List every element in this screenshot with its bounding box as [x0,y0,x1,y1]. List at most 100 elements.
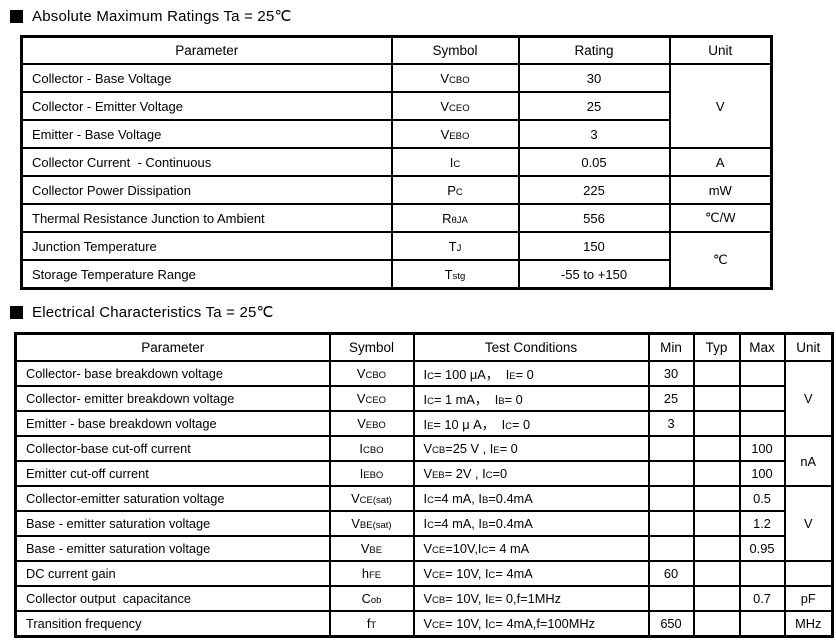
table-row: Transition frequency fT VCE= 10V, IC= 4m… [14,610,834,638]
typ-cell [692,410,741,437]
unit-cell: ℃/W [668,203,773,233]
min-cell [647,585,695,612]
max-cell: 0.95 [738,535,786,562]
param-cell: Emitter cut-off current [14,460,331,487]
table-header-row: Parameter Symbol Test Conditions Min Typ… [14,332,834,362]
max-cell [738,360,786,387]
unit-cell: MHz [783,610,834,638]
symbol-cell: ICBO [328,435,415,462]
min-cell: 3 [647,410,695,437]
param-cell: Collector Current - Continuous [20,147,393,177]
param-cell: Collector- emitter breakdown voltage [14,385,331,412]
min-cell [647,535,695,562]
rating-cell: 25 [517,91,671,121]
typ-cell [692,435,741,462]
min-cell [647,510,695,537]
conditions-cell: IC=4 mA, IB=0.4mA [412,485,650,512]
table-row: Junction Temperature TJ 150 ℃ [20,231,773,290]
table-row: Base - emitter saturation voltage VBE VC… [14,535,833,562]
min-cell [647,485,695,512]
column-header-typ: Typ [692,332,741,362]
column-header-test-conditions: Test Conditions [412,332,650,362]
symbol-cell: VEBO [390,119,520,149]
symbol-cell: RθJA [390,203,520,233]
typ-cell [692,585,741,612]
rating-cell: 3 [517,119,671,149]
section-title-absolute-maximum-ratings: Absolute Maximum Ratings Ta = 25℃ [10,7,292,25]
unit-cell: V [668,63,773,149]
min-cell: 60 [647,560,695,587]
table-row: Emitter - base breakdown voltage VEBO IE… [14,410,833,437]
table-row: Storage Temperature Range Tstg -55 to +1… [20,259,772,290]
symbol-cell: hFE [328,560,415,587]
unit-cell [783,560,834,587]
symbol-cell: VBE(sat) [328,510,415,537]
param-cell: Emitter - base breakdown voltage [14,410,331,437]
column-header-rating: Rating [517,35,671,65]
rating-cell: 225 [517,175,671,205]
section-bullet-icon [10,305,23,319]
conditions-cell: VCB=25 V , IE= 0 [412,435,650,462]
max-cell [738,410,786,437]
table-row: Collector-base cut-off current ICBO VCB=… [14,435,834,487]
column-header-unit: Unit [668,35,773,65]
symbol-cell: VCEO [390,91,520,121]
max-cell: 100 [738,435,786,462]
typ-cell [692,535,741,562]
column-header-unit: Unit [783,332,834,362]
column-header-symbol: Symbol [390,35,520,65]
column-header-min: Min [647,332,695,362]
column-header-max: Max [738,332,786,362]
param-cell: Thermal Resistance Junction to Ambient [20,203,393,233]
unit-cell: A [668,147,773,177]
rating-cell: 150 [517,231,671,261]
conditions-cell: VCE=10V,IC= 4 mA [412,535,650,562]
conditions-cell: VCE= 10V, IC= 4mA,f=100MHz [412,610,650,638]
max-cell: 0.5 [738,485,786,512]
typ-cell [692,485,741,512]
table-row: Collector - Base Voltage VCBO 30 V [20,63,773,149]
symbol-cell: VCBO [390,63,520,93]
symbol-cell: PC [390,175,520,205]
max-cell: 1.2 [738,510,786,537]
typ-cell [692,360,741,387]
column-header-parameter: Parameter [14,332,331,362]
column-header-symbol: Symbol [328,332,415,362]
param-cell: Collector - Emitter Voltage [20,91,393,121]
symbol-cell: IEBO [328,460,415,487]
conditions-cell: VCB= 10V, IE= 0,f=1MHz [412,585,650,612]
section-bullet-icon [10,9,23,23]
param-cell: Collector-emitter saturation voltage [14,485,331,512]
symbol-cell: VEBO [328,410,415,437]
unit-cell: mW [668,175,773,205]
param-cell: DC current gain [14,560,331,587]
table-row: Emitter - Base Voltage VEBO 3 [20,119,772,149]
param-cell: Storage Temperature Range [20,259,393,290]
min-cell: 25 [647,385,695,412]
table-row: Emitter cut-off current IEBO VEB= 2V , I… [14,460,833,487]
param-cell: Junction Temperature [20,231,393,261]
min-cell: 650 [647,610,695,638]
unit-cell: V [783,360,834,437]
rating-cell: -55 to +150 [517,259,671,290]
min-cell [647,460,695,487]
param-cell: Collector - Base Voltage [20,63,393,93]
max-cell: 100 [738,460,786,487]
param-cell: Collector Power Dissipation [20,175,393,205]
conditions-cell: IC= 100 μA， IE= 0 [412,360,650,387]
typ-cell [692,460,741,487]
rating-cell: 556 [517,203,671,233]
table-row: Collector output capacitance Cob VCB= 10… [14,585,834,612]
absolute-maximum-ratings-table: Parameter Symbol Rating Unit Collector -… [20,35,773,290]
symbol-cell: IC [390,147,520,177]
min-cell: 30 [647,360,695,387]
max-cell [738,610,786,638]
table-row: Collector Current - Continuous IC 0.05 A [20,147,773,177]
electrical-characteristics-table: Parameter Symbol Test Conditions Min Typ… [14,332,834,638]
symbol-cell: Tstg [390,259,520,290]
table-row: Collector- base breakdown voltage VCBO I… [14,360,834,437]
max-cell [738,560,786,587]
table-header-row: Parameter Symbol Rating Unit [20,35,773,65]
symbol-cell: TJ [390,231,520,261]
symbol-cell: fT [328,610,415,638]
